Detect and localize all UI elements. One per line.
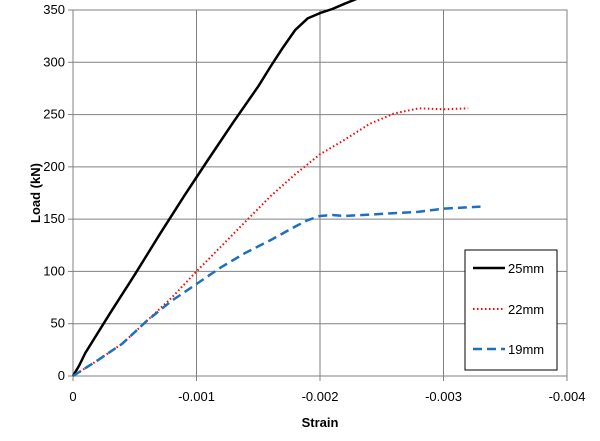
y-tick-label: 150 (43, 211, 65, 226)
series-group (71, 0, 481, 378)
series-line-22mm (72, 107, 469, 377)
series-line-19mm (72, 205, 481, 378)
y-tick-label: 300 (43, 54, 65, 69)
y-tick-label: 200 (43, 159, 65, 174)
grid (73, 10, 567, 376)
y-axis-title: Load (kN) (28, 163, 43, 223)
y-tick-label: 350 (43, 2, 65, 17)
x-tick-label: 0 (69, 389, 76, 404)
x-tick-label: -0.003 (425, 389, 462, 404)
legend-label-19mm: 19mm (508, 342, 544, 357)
legend: 25mm 22mm 19mm (464, 249, 558, 371)
y-tick-label: 0 (58, 368, 65, 383)
legend-label-22mm: 22mm (508, 302, 544, 317)
y-tick-labels: 0 50 100 150 200 250 300 350 (43, 2, 73, 383)
x-axis-title: Strain (302, 415, 339, 430)
legend-label-25mm: 25mm (508, 261, 544, 276)
y-tick-label: 100 (43, 263, 65, 278)
x-tick-label: -0.002 (302, 389, 339, 404)
y-tick-label: 50 (51, 316, 65, 331)
x-tick-label: -0.004 (549, 389, 586, 404)
x-tick-labels: 0 -0.001 -0.002 -0.003 -0.004 (69, 376, 585, 404)
y-tick-label: 250 (43, 107, 65, 122)
x-tick-label: -0.001 (178, 389, 215, 404)
series-line-25mm (71, 0, 358, 377)
